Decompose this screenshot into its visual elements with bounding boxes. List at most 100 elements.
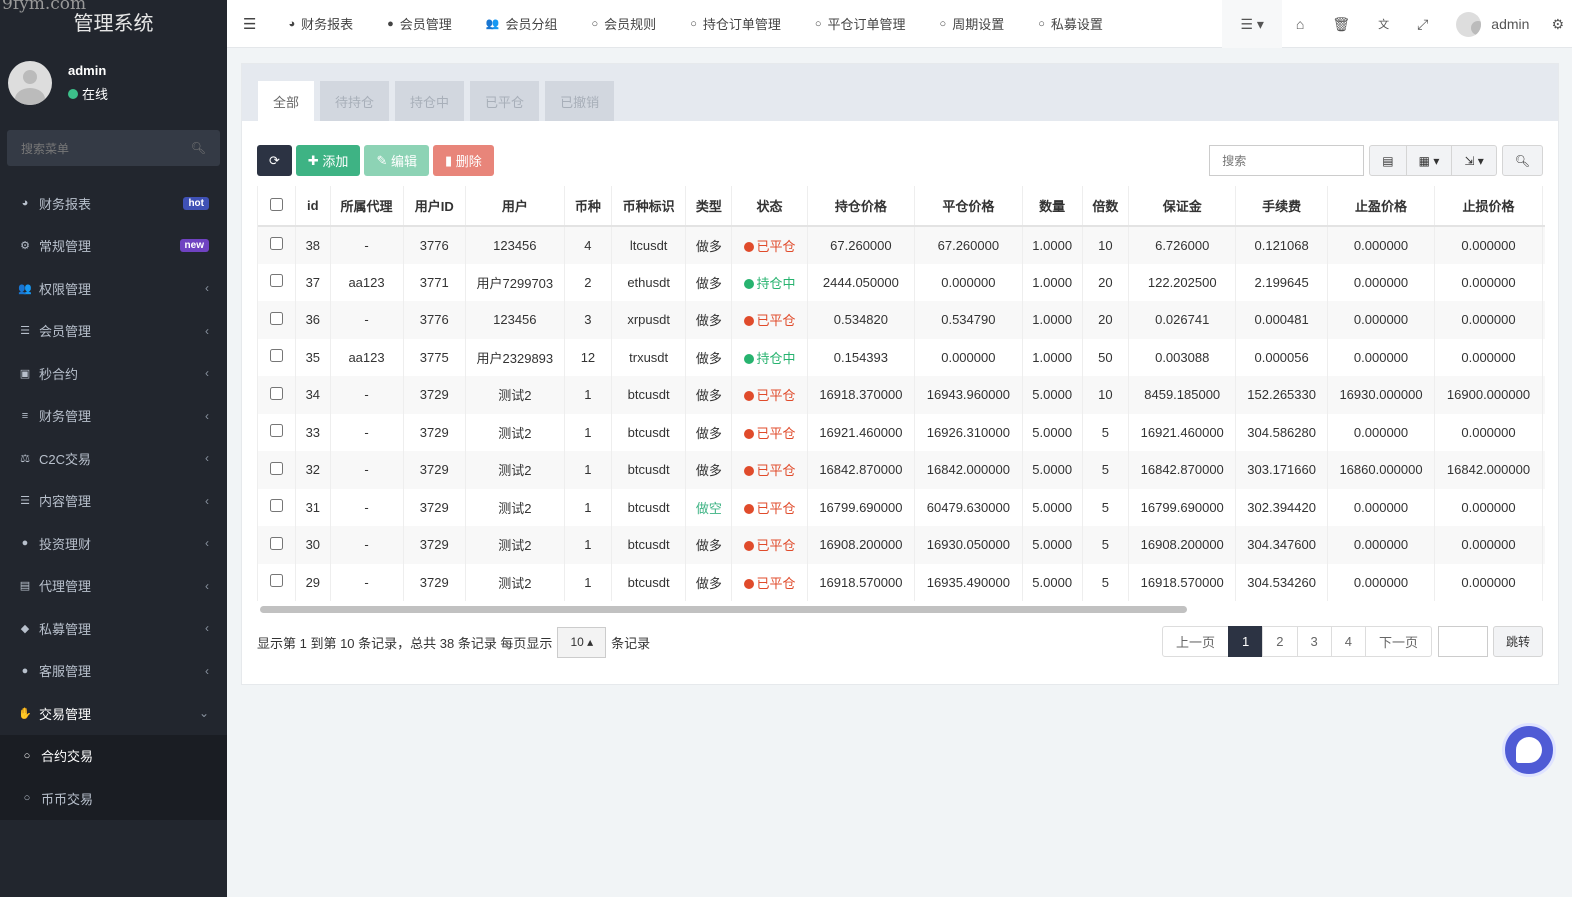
translate-icon[interactable]: 文 xyxy=(1378,19,1390,31)
row-checkbox[interactable] xyxy=(270,536,284,550)
fullscreen-icon[interactable]: ⤢ xyxy=(1417,15,1429,32)
sidebar-item-8[interactable]: ● 投资理财 ‹ xyxy=(0,522,227,565)
column-header[interactable]: 创建时间 xyxy=(1542,186,1545,227)
row-checkbox[interactable] xyxy=(270,349,284,363)
sidebar-item-6[interactable]: ⚖ C2C交易 ‹ xyxy=(0,437,227,480)
chat-widget-icon[interactable] xyxy=(1502,723,1556,777)
topnav-item-4[interactable]: ○ 持仓订单管理 xyxy=(673,0,798,48)
topnav-item-3[interactable]: ○ 会员规则 xyxy=(575,0,674,48)
column-header[interactable]: 数量 xyxy=(1022,186,1083,227)
row-checkbox[interactable] xyxy=(270,424,284,438)
jump-page-input[interactable] xyxy=(1437,626,1488,657)
search-icon[interactable]: 🔍︎ xyxy=(190,141,206,155)
column-header[interactable]: 止损价格 xyxy=(1434,186,1543,227)
column-header[interactable]: 币种 xyxy=(564,186,613,227)
sidebar-item-1[interactable]: ⚙ 常规管理 new xyxy=(0,225,227,268)
tab-0[interactable]: 全部 xyxy=(258,81,315,121)
menu-search-input[interactable]: 搜索菜单 🔍︎ xyxy=(7,130,220,166)
column-header[interactable]: 持仓价格 xyxy=(807,186,916,227)
prev-page-button[interactable]: 上一页 xyxy=(1162,626,1230,657)
sidebar-item-11[interactable]: ● 客服管理 ‹ xyxy=(0,650,227,693)
settings-icon[interactable]: ⚙ xyxy=(1551,15,1564,32)
table-row[interactable]: 37 aa123 3771 用户7299703 2 ethusdt 做多 持仓中 2444.05… xyxy=(258,263,1545,301)
row-checkbox[interactable] xyxy=(270,311,284,325)
column-header[interactable]: 币种标识 xyxy=(611,186,687,227)
columns-dropdown-button[interactable]: ▦ ▾ xyxy=(1405,145,1453,176)
sidebar-item-4[interactable]: ▣ 秒合约 ‹ xyxy=(0,352,227,395)
page-button-2[interactable]: 2 xyxy=(1262,626,1298,657)
advanced-search-button[interactable]: 🔍︎ xyxy=(1501,145,1543,176)
page-size-select[interactable]: 10 ▴ xyxy=(557,626,607,658)
select-all-checkbox[interactable] xyxy=(270,197,284,211)
topnav-item-0[interactable]: ◕ 财务报表 xyxy=(271,0,370,48)
column-header[interactable]: 类型 xyxy=(685,186,733,227)
sidebar-item-9[interactable]: ▤ 代理管理 ‹ xyxy=(0,565,227,608)
topnav-item-7[interactable]: ○ 私募设置 xyxy=(1021,0,1120,48)
row-checkbox[interactable] xyxy=(270,499,284,513)
topnav-item-2[interactable]: 👥 会员分组 xyxy=(469,0,575,48)
page-button-4[interactable]: 4 xyxy=(1330,626,1366,657)
tab-1[interactable]: 待持仓 xyxy=(320,81,390,121)
cell-7: 已平仓 xyxy=(731,413,808,451)
table-row[interactable]: 38-3776 123456 4 ltcusdt 做多 已平仓 67.260000 67.26… xyxy=(258,226,1545,264)
row-checkbox[interactable] xyxy=(270,386,284,400)
column-header[interactable]: 手续费 xyxy=(1235,186,1328,227)
tab-4[interactable]: 已撤销 xyxy=(545,81,615,121)
export-dropdown-button[interactable]: ⇲ ▾ xyxy=(1451,145,1497,176)
table-row[interactable]: 33-3729 测试2 1 btcusdt 做多 已平仓 16921.460000 16926… xyxy=(258,413,1545,451)
delete-button[interactable]: ▮ 删除 xyxy=(432,145,494,176)
page-button-1[interactable]: 1 xyxy=(1228,626,1264,657)
sidebar-item-7[interactable]: ☰ 内容管理 ‹ xyxy=(0,480,227,523)
sidebar-item-0[interactable]: ◕ 财务报表 hot xyxy=(0,182,227,225)
row-checkbox[interactable] xyxy=(270,574,284,588)
table-row[interactable]: 35 aa123 3775 用户2329893 12 trxusdt 做多 持仓中 0.1543… xyxy=(258,338,1545,376)
refresh-button[interactable]: ⟳ xyxy=(257,145,292,176)
sidebar-item-3[interactable]: ☰ 会员管理 ‹ xyxy=(0,310,227,353)
table-row[interactable]: 32-3729 测试2 1 btcusdt 做多 已平仓 16842.870000 16842… xyxy=(258,451,1545,489)
table-search-input[interactable] xyxy=(1209,145,1365,176)
sidebar-toggle-button[interactable]: ☰ xyxy=(243,15,257,33)
column-header[interactable]: id xyxy=(295,186,331,227)
table-row[interactable]: 29-3729 测试2 1 btcusdt 做多 已平仓 16918.570000 16935… xyxy=(258,563,1545,601)
column-header[interactable]: 状态 xyxy=(731,186,808,227)
trash-icon[interactable]: 🗑︎ xyxy=(1332,15,1351,32)
user-menu[interactable]: admin xyxy=(1442,0,1543,48)
topnav-item-6[interactable]: ○ 周期设置 xyxy=(923,0,1022,48)
table-row[interactable]: 36-3776 123456 3 xrpusdt 做多 已平仓 0.534820 0.5347… xyxy=(258,301,1545,339)
column-header[interactable]: 用户 xyxy=(465,186,565,227)
topnav-item-1[interactable]: ● 会员管理 xyxy=(370,0,469,48)
column-header[interactable]: 倍数 xyxy=(1082,186,1129,227)
tab-2[interactable]: 持仓中 xyxy=(395,81,465,121)
row-checkbox[interactable] xyxy=(270,237,284,251)
sidebar-subitem-1[interactable]: ○ 币币交易 xyxy=(0,777,227,820)
sidebar-item-2[interactable]: 👥 权限管理 ‹ xyxy=(0,267,227,310)
status-text: 已平仓 xyxy=(756,575,796,591)
app-logo[interactable]: 9fym.com 管理系统 xyxy=(0,0,227,48)
table-row[interactable]: 31-3729 测试2 1 btcusdt 做空 已平仓 16799.690000 60479… xyxy=(258,488,1545,526)
column-header[interactable]: 止盈价格 xyxy=(1327,186,1436,227)
next-page-button[interactable]: 下一页 xyxy=(1364,626,1432,657)
home-icon[interactable]: ⌂ xyxy=(1295,16,1305,32)
column-header[interactable]: 保证金 xyxy=(1128,186,1237,227)
table-row[interactable]: 34-3729 测试2 1 btcusdt 做多 已平仓 16918.370000 16943… xyxy=(258,376,1545,414)
horizontal-scrollbar[interactable] xyxy=(260,606,1187,613)
page-button-3[interactable]: 3 xyxy=(1296,626,1332,657)
edit-button[interactable]: ✎ 编辑 xyxy=(364,145,429,176)
sidebar-subitem-0[interactable]: ○ 合约交易 xyxy=(0,734,227,777)
sidebar-item-5[interactable]: ≡ 财务管理 ‹ xyxy=(0,395,227,438)
tab-3[interactable]: 已平仓 xyxy=(470,81,540,121)
table-row[interactable]: 30-3729 测试2 1 btcusdt 做多 已平仓 16908.200000 16930… xyxy=(258,526,1545,564)
row-checkbox[interactable] xyxy=(270,461,284,475)
column-header[interactable]: 平仓价格 xyxy=(914,186,1023,227)
jump-button[interactable]: 跳转 xyxy=(1492,626,1543,657)
sidebar-item-10[interactable]: ◆ 私募管理 ‹ xyxy=(0,607,227,650)
column-header[interactable]: 所属代理 xyxy=(330,186,404,227)
add-button[interactable]: ✚ 添加 xyxy=(295,145,361,176)
topnav-item-5[interactable]: ○ 平仓订单管理 xyxy=(798,0,923,48)
row-checkbox[interactable] xyxy=(270,274,284,288)
database-icon: ≡ xyxy=(21,409,29,422)
toggle-view-button[interactable]: ▤ xyxy=(1369,145,1407,176)
menu-dropdown-button[interactable]: ☰ ▾ xyxy=(1222,0,1282,48)
sidebar-item-12[interactable]: ✋ 交易管理 ⌄ xyxy=(0,692,227,735)
column-header[interactable]: 用户ID xyxy=(403,186,466,227)
